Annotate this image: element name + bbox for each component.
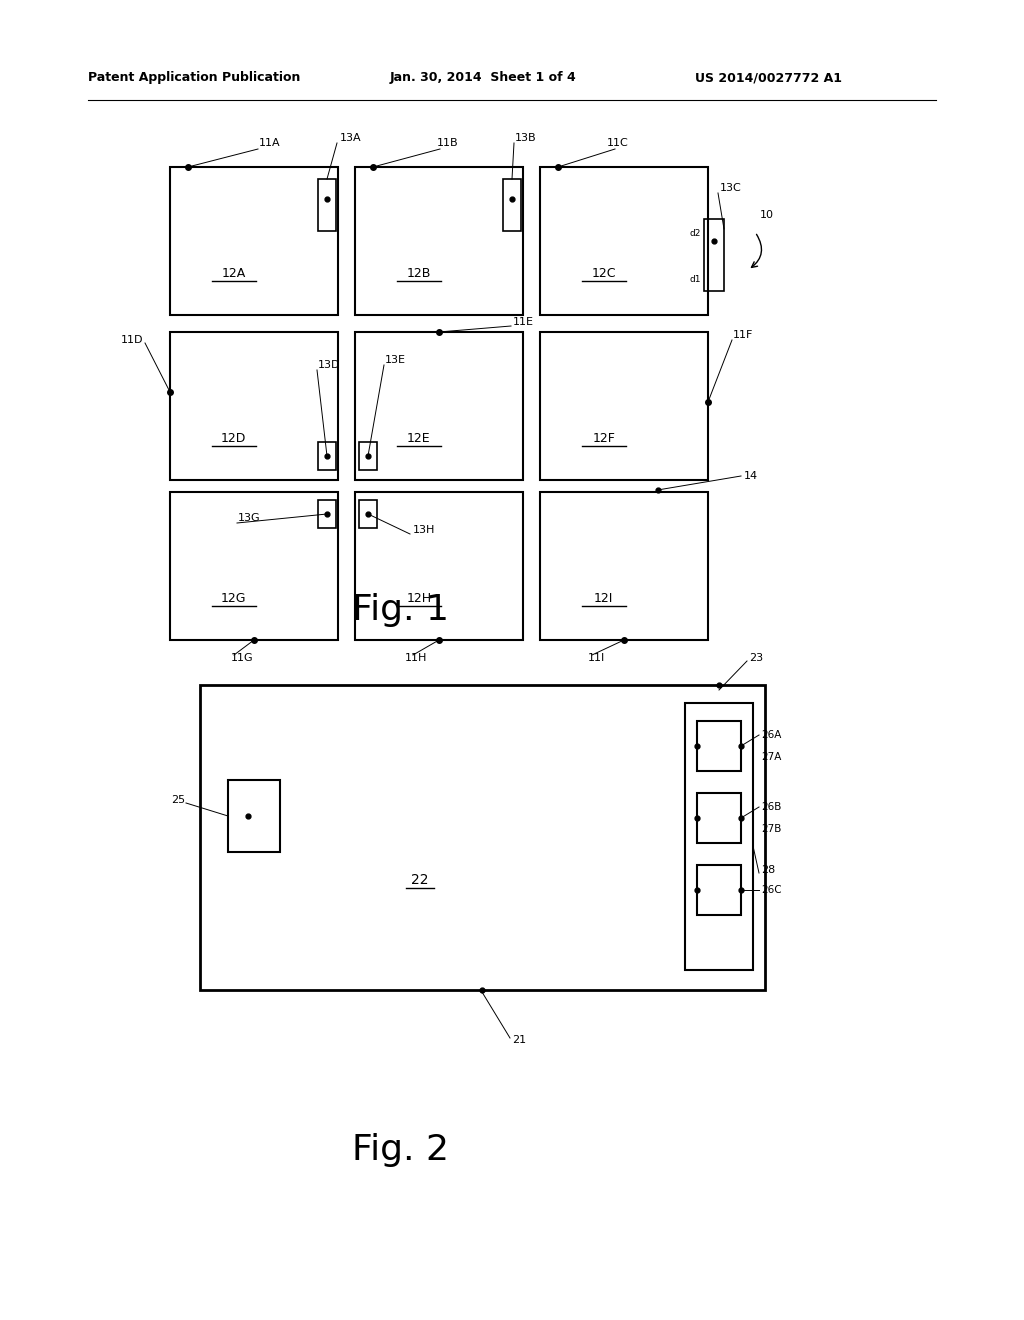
Text: 13H: 13H: [413, 525, 435, 535]
Bar: [228, 780, 280, 851]
Text: 12A: 12A: [222, 267, 246, 280]
Text: 12G: 12G: [221, 593, 247, 605]
Text: 26A: 26A: [761, 730, 781, 741]
Bar: [540, 168, 708, 315]
Text: 11E: 11E: [513, 317, 534, 327]
Bar: [540, 333, 708, 480]
Text: 12F: 12F: [593, 432, 615, 445]
Text: 11D: 11D: [121, 335, 143, 345]
Text: 12C: 12C: [592, 267, 616, 280]
Text: 11B: 11B: [437, 139, 459, 148]
Bar: [170, 168, 338, 315]
Bar: [540, 492, 708, 640]
Bar: [359, 442, 377, 470]
Bar: [200, 685, 765, 990]
Text: 13B: 13B: [515, 133, 537, 143]
Text: 25: 25: [171, 795, 185, 805]
Text: 11F: 11F: [733, 330, 754, 341]
Text: Fig. 2: Fig. 2: [351, 1133, 449, 1167]
Bar: [697, 721, 741, 771]
Text: Patent Application Publication: Patent Application Publication: [88, 71, 300, 84]
Text: Fig. 1: Fig. 1: [351, 593, 449, 627]
Text: d2: d2: [689, 228, 701, 238]
Text: 13C: 13C: [720, 183, 741, 193]
Bar: [705, 219, 724, 290]
Text: 22: 22: [412, 873, 429, 887]
Text: 26C: 26C: [761, 884, 781, 895]
Text: 12H: 12H: [407, 593, 431, 605]
Text: US 2014/0027772 A1: US 2014/0027772 A1: [695, 71, 842, 84]
Text: 27B: 27B: [761, 824, 781, 834]
Text: 10: 10: [760, 210, 774, 220]
Text: Jan. 30, 2014  Sheet 1 of 4: Jan. 30, 2014 Sheet 1 of 4: [390, 71, 577, 84]
Bar: [318, 180, 336, 231]
Bar: [355, 168, 523, 315]
Text: 11G: 11G: [230, 653, 253, 663]
Text: 26B: 26B: [761, 803, 781, 812]
Bar: [170, 333, 338, 480]
Bar: [697, 865, 741, 915]
Text: 13D: 13D: [318, 360, 341, 370]
Text: 27A: 27A: [761, 752, 781, 762]
Text: 12E: 12E: [407, 432, 431, 445]
Text: 23: 23: [749, 653, 763, 663]
Text: 21: 21: [512, 1035, 526, 1045]
Text: 11A: 11A: [259, 139, 281, 148]
Text: 11H: 11H: [404, 653, 427, 663]
Text: 12D: 12D: [221, 432, 247, 445]
Text: 11I: 11I: [588, 653, 604, 663]
Text: 13G: 13G: [238, 513, 261, 523]
Bar: [685, 704, 753, 970]
Text: 12I: 12I: [594, 593, 613, 605]
Bar: [697, 793, 741, 843]
Bar: [170, 492, 338, 640]
Text: 11C: 11C: [607, 139, 629, 148]
Text: 28: 28: [761, 865, 775, 875]
Text: d1: d1: [689, 275, 701, 284]
Bar: [503, 180, 521, 231]
Text: 12B: 12B: [407, 267, 431, 280]
Text: 13A: 13A: [340, 133, 361, 143]
Bar: [355, 492, 523, 640]
Text: 13E: 13E: [385, 355, 406, 366]
Bar: [359, 500, 377, 528]
Bar: [355, 333, 523, 480]
Text: 14: 14: [744, 471, 758, 480]
Bar: [318, 500, 336, 528]
Bar: [318, 442, 336, 470]
FancyArrowPatch shape: [752, 235, 762, 268]
